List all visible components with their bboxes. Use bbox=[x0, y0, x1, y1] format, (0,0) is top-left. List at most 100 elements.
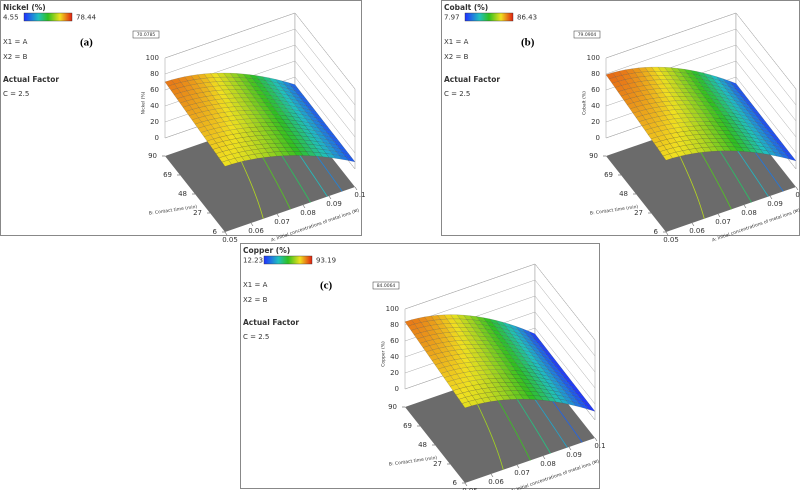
x-tick bbox=[769, 195, 773, 200]
y-tick-label: 69 bbox=[403, 422, 412, 430]
z-tick-label: 20 bbox=[150, 118, 159, 126]
plot-3d: 0 20 40 60 80 100 0.05 0.06 0.07 0.08 0.09 0.1 6 27 48… bbox=[573, 12, 800, 244]
colorbar bbox=[464, 12, 514, 22]
x-tick-label: 0.07 bbox=[274, 218, 290, 226]
x-tick-label: 0.06 bbox=[488, 478, 504, 486]
y-tick-label: 48 bbox=[418, 441, 427, 449]
x-tick-label: 0.07 bbox=[514, 469, 530, 477]
z-axis-title: Nickel (%) bbox=[141, 91, 147, 114]
colorbar bbox=[23, 12, 73, 22]
peak-box bbox=[573, 30, 601, 39]
factor: C = 2.5 bbox=[243, 333, 269, 341]
x-tick-label: 0.07 bbox=[715, 218, 731, 226]
x-tick bbox=[354, 186, 358, 191]
y-tick-label: 69 bbox=[604, 171, 613, 179]
x-tick bbox=[568, 446, 572, 451]
z-tick-label: 100 bbox=[146, 54, 159, 62]
panel: Nickel (%) 4.55 78.44 X1 = A X2 = B Actual Fa… bbox=[0, 0, 366, 244]
annotation: X2 = B bbox=[3, 53, 28, 61]
colorbar-max: 93.19 bbox=[316, 257, 336, 265]
x-tick-label: 0.05 bbox=[663, 236, 679, 244]
y-tick-label: 27 bbox=[634, 209, 643, 217]
colorbar-min: 7.97 bbox=[444, 14, 460, 22]
x-tick bbox=[464, 482, 468, 487]
grid-line bbox=[605, 12, 797, 90]
y-tick-label: 27 bbox=[433, 460, 442, 468]
x-tick bbox=[594, 437, 598, 442]
x-tick bbox=[250, 222, 254, 227]
peak-box bbox=[132, 30, 160, 39]
x-tick bbox=[691, 222, 695, 227]
annotation: X2 = B bbox=[243, 296, 268, 304]
z-tick-label: 60 bbox=[591, 86, 600, 94]
panel: Cobalt (%) 7.97 86.43 X1 = A X2 = B Actual Fa… bbox=[441, 0, 800, 244]
z-tick-label: 20 bbox=[591, 118, 600, 126]
z-tick-label: 40 bbox=[390, 353, 399, 361]
colorbar bbox=[263, 255, 313, 265]
grid-line bbox=[404, 279, 596, 357]
factor: C = 2.5 bbox=[444, 90, 470, 98]
x-tick-label: 0.1 bbox=[795, 191, 800, 199]
annotation: X1 = A bbox=[444, 38, 469, 46]
y-tick-label: 6 bbox=[654, 228, 659, 236]
z-axis-title: Copper (%) bbox=[381, 341, 387, 367]
colorbar-min: 12.23 bbox=[243, 257, 263, 265]
x-tick-label: 0.08 bbox=[300, 209, 316, 217]
legend-title: Copper (%) bbox=[243, 246, 290, 255]
annotation: X2 = B bbox=[444, 53, 469, 61]
x-tick-label: 0.08 bbox=[741, 209, 757, 217]
panel-label: (c) bbox=[320, 280, 333, 292]
z-tick-label: 80 bbox=[150, 70, 159, 78]
y-tick-label: 27 bbox=[193, 209, 202, 217]
x-tick-label: 0.09 bbox=[326, 200, 342, 208]
y-tick-label: 6 bbox=[213, 228, 218, 236]
annotation: X1 = A bbox=[243, 281, 268, 289]
surface-cell bbox=[662, 153, 673, 161]
y-tick-label: 48 bbox=[619, 190, 628, 198]
x-tick bbox=[795, 186, 799, 191]
x-tick bbox=[516, 464, 520, 469]
x-tick bbox=[542, 455, 546, 460]
x-tick bbox=[224, 231, 228, 236]
factor-title: Actual Factor bbox=[243, 318, 299, 327]
z-tick-label: 40 bbox=[150, 102, 159, 110]
z-tick-label: 0 bbox=[155, 134, 159, 142]
z-tick-label: 80 bbox=[390, 321, 399, 329]
x-tick bbox=[717, 213, 721, 218]
z-tick-label: 100 bbox=[386, 305, 399, 313]
colorbar-min: 4.55 bbox=[3, 14, 19, 22]
y-tick-label: 90 bbox=[388, 403, 397, 411]
factor: C = 2.5 bbox=[3, 90, 29, 98]
y-tick-label: 6 bbox=[453, 479, 458, 487]
z-axis-title: Cobalt (%) bbox=[582, 91, 588, 115]
x-tick-label: 0.09 bbox=[566, 451, 582, 459]
y-tick-label: 48 bbox=[178, 190, 187, 198]
legend-title: Cobalt (%) bbox=[444, 3, 488, 12]
panel-label: (b) bbox=[521, 37, 535, 49]
grid-line bbox=[164, 28, 356, 106]
panel: Copper (%) 12.23 93.19 X1 = A X2 = B Actual F… bbox=[240, 243, 606, 490]
y-tick-label: 90 bbox=[148, 152, 157, 160]
x-tick-label: 0.06 bbox=[248, 227, 264, 235]
colorbar-max: 78.44 bbox=[76, 14, 97, 22]
surface-cell bbox=[461, 401, 472, 409]
x-tick-label: 0.05 bbox=[462, 487, 478, 490]
x-tick bbox=[743, 204, 747, 209]
grid-line bbox=[164, 12, 356, 90]
peak-label: 84.0064 bbox=[377, 283, 396, 289]
x-tick bbox=[276, 213, 280, 218]
x-tick-label: 0.1 bbox=[354, 191, 365, 199]
x-tick-label: 0.09 bbox=[767, 200, 783, 208]
z-tick-label: 20 bbox=[390, 369, 399, 377]
peak-label: 79.0904 bbox=[578, 32, 597, 38]
x-tick bbox=[328, 195, 332, 200]
x-tick bbox=[490, 473, 494, 478]
grid-line bbox=[404, 263, 596, 341]
z-tick-label: 80 bbox=[591, 70, 600, 78]
surface-cell bbox=[221, 159, 232, 167]
z-tick-label: 40 bbox=[591, 102, 600, 110]
x-tick-label: 0.08 bbox=[540, 460, 556, 468]
z-tick-label: 60 bbox=[150, 86, 159, 94]
y-tick-label: 90 bbox=[589, 152, 598, 160]
